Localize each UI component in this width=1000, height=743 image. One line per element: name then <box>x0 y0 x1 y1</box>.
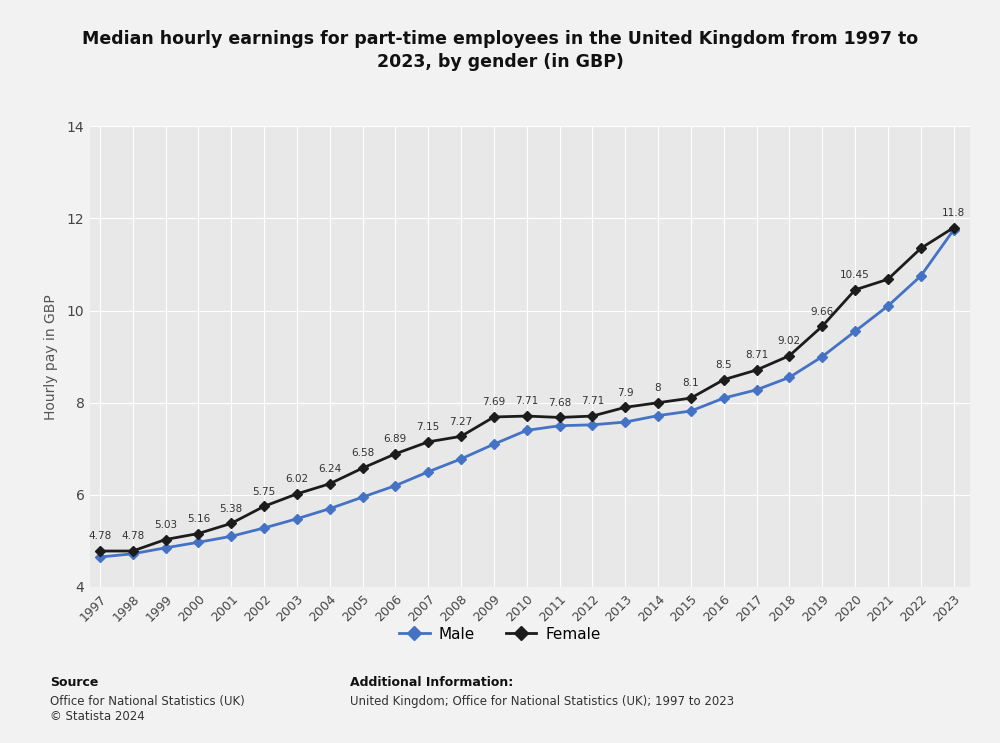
Text: 7.9: 7.9 <box>617 388 634 398</box>
Text: 10.45: 10.45 <box>840 270 870 280</box>
Text: 7.71: 7.71 <box>515 396 538 406</box>
Text: 7.15: 7.15 <box>417 422 440 432</box>
Text: Additional Information:: Additional Information: <box>350 676 513 689</box>
Text: 9.02: 9.02 <box>778 336 801 346</box>
Text: 6.02: 6.02 <box>285 474 308 484</box>
Text: 8.5: 8.5 <box>715 360 732 370</box>
Text: 11.8: 11.8 <box>942 208 965 218</box>
Text: Median hourly earnings for part-time employees in the United Kingdom from 1997 t: Median hourly earnings for part-time emp… <box>82 30 918 71</box>
Text: 7.68: 7.68 <box>548 398 571 408</box>
Text: 6.89: 6.89 <box>384 434 407 444</box>
Text: 8.1: 8.1 <box>683 378 699 389</box>
Y-axis label: Hourly pay in GBP: Hourly pay in GBP <box>44 293 58 420</box>
Text: Office for National Statistics (UK)
© Statista 2024: Office for National Statistics (UK) © St… <box>50 695 245 723</box>
Text: 5.38: 5.38 <box>220 504 243 513</box>
Text: 7.27: 7.27 <box>449 417 473 426</box>
Text: 7.71: 7.71 <box>581 396 604 406</box>
Text: 5.03: 5.03 <box>154 520 177 530</box>
Text: 6.24: 6.24 <box>318 464 341 474</box>
Text: 9.66: 9.66 <box>811 307 834 317</box>
Text: United Kingdom; Office for National Statistics (UK); 1997 to 2023: United Kingdom; Office for National Stat… <box>350 695 734 707</box>
Text: 5.75: 5.75 <box>252 487 276 496</box>
Text: 8: 8 <box>655 383 661 393</box>
Text: 7.69: 7.69 <box>482 398 506 407</box>
Text: Source: Source <box>50 676 98 689</box>
Text: 5.16: 5.16 <box>187 514 210 524</box>
Text: 4.78: 4.78 <box>88 531 111 542</box>
Legend: Male, Female: Male, Female <box>393 620 607 648</box>
Text: 4.78: 4.78 <box>121 531 144 542</box>
Text: 8.71: 8.71 <box>745 350 768 360</box>
Text: 6.58: 6.58 <box>351 448 374 458</box>
